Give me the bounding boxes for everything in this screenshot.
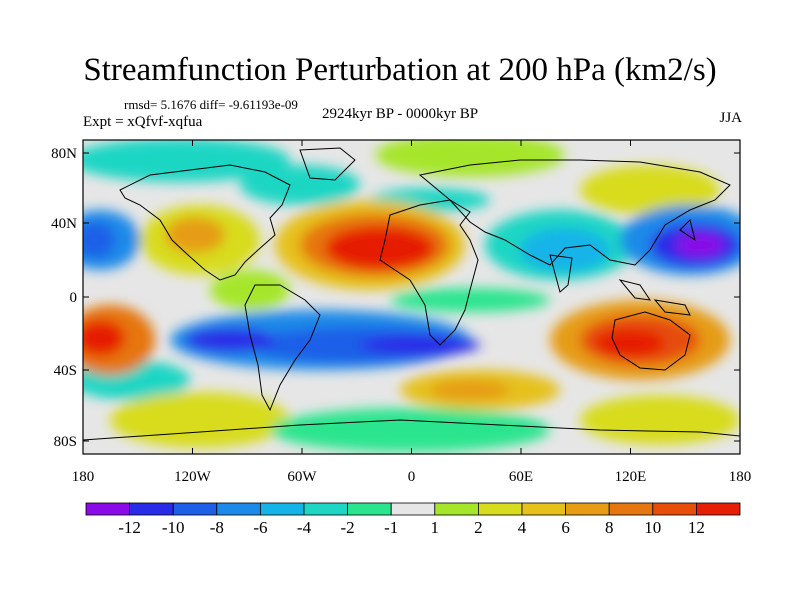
colorbar-swatch: [521, 502, 566, 516]
colorbar-label: 1: [431, 518, 440, 537]
plot-title: Streamfunction Perturbation at 200 hPa (…: [83, 52, 717, 88]
colorbar-label: 12: [688, 518, 705, 537]
colorbar-label: -8: [210, 518, 224, 537]
lat-tick-label: 0: [70, 290, 78, 306]
lon-tick-label: 60E: [509, 469, 533, 485]
colorbar-swatch: [85, 502, 130, 516]
lon-tick-label: 60W: [287, 469, 317, 485]
colorbar-swatch: [172, 502, 218, 516]
lat-tick-label: 40N: [51, 216, 77, 232]
colorbar-label: -6: [253, 518, 267, 537]
colorbar-label: -10: [162, 518, 185, 537]
lat-tick-label: 40S: [54, 363, 77, 379]
colorbar-swatch: [652, 502, 697, 516]
colorbar-label: 8: [605, 518, 614, 537]
lon-tick-label: 0: [408, 469, 416, 485]
period-label: 2924kyr BP - 0000kyr BP: [322, 106, 479, 122]
colorbar-label: 4: [518, 518, 527, 537]
colorbar-swatch: [216, 502, 261, 516]
colorbar-label: -1: [384, 518, 398, 537]
colorbar: -12 -10 -8 -6 -4 -2 -1 1 2 4 6 8 10 12: [85, 502, 741, 537]
colorbar-swatch: [347, 502, 392, 516]
colorbar-label: -4: [297, 518, 312, 537]
longitude-axis: 180 120W 60W 0 60E 120E 180: [72, 140, 752, 485]
colorbar-swatch: [565, 502, 610, 516]
experiment-label: Expt = xQfvf-xqfua: [83, 114, 203, 130]
colorbar-label: -12: [118, 518, 141, 537]
lon-tick-label: 120E: [615, 469, 647, 485]
colorbar-label: -2: [341, 518, 355, 537]
lon-tick-label: 180: [72, 469, 95, 485]
lat-tick-label: 80S: [54, 434, 77, 450]
lon-tick-label: 180: [729, 469, 752, 485]
colorbar-label: 2: [474, 518, 483, 537]
latitude-axis: 80N 40N 0 40S 80S: [51, 146, 740, 450]
colorbar-swatch: [259, 502, 305, 516]
colorbar-swatch: [477, 502, 523, 516]
colorbar-label: 6: [561, 518, 570, 537]
rmsd-stats: rmsd= 5.1676 diff= -9.61193e-09: [124, 97, 298, 112]
lon-tick-label: 120W: [174, 469, 212, 485]
colorbar-swatch: [390, 502, 436, 516]
colorbar-swatch: [434, 502, 479, 516]
filled-contours: [83, 140, 740, 454]
colorbar-swatch: [608, 502, 654, 516]
lat-tick-label: 80N: [51, 146, 77, 162]
colorbar-swatch: [129, 502, 174, 516]
colorbar-label: 10: [644, 518, 661, 537]
colorbar-swatch: [696, 502, 741, 516]
colorbar-swatch: [303, 502, 348, 516]
coastlines: [83, 147, 740, 441]
season-label: JJA: [719, 110, 742, 126]
